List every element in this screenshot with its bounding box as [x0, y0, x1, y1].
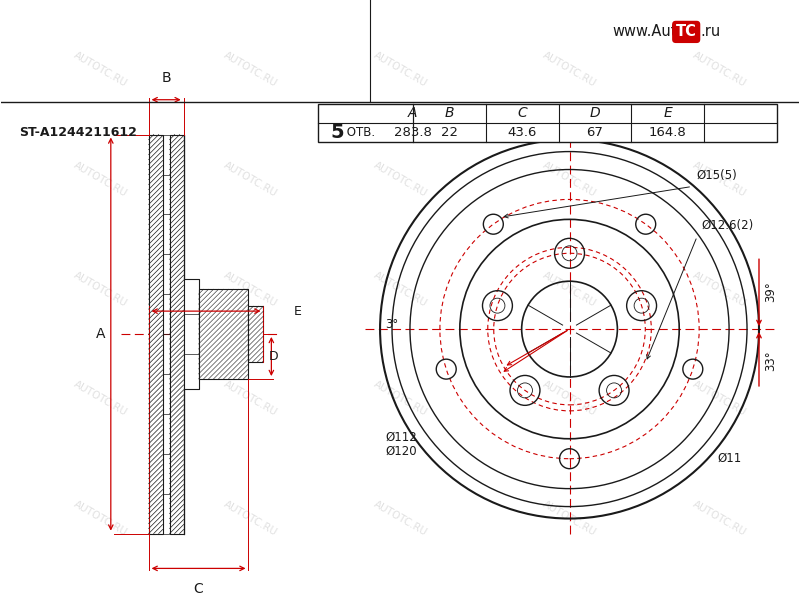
Text: AUTOTC.RU: AUTOTC.RU — [222, 380, 279, 418]
Text: 67: 67 — [586, 125, 603, 139]
Text: AUTOTC.RU: AUTOTC.RU — [541, 499, 598, 538]
Text: 33°: 33° — [764, 350, 777, 371]
Text: E: E — [663, 106, 672, 120]
Text: Ø120: Ø120 — [385, 445, 417, 458]
Text: AUTOTC.RU: AUTOTC.RU — [371, 380, 429, 418]
Text: ST-A1244211612: ST-A1244211612 — [19, 125, 137, 139]
Text: AUTOTC.RU: AUTOTC.RU — [72, 50, 130, 89]
Text: C: C — [518, 106, 527, 120]
Text: A: A — [96, 327, 106, 341]
Text: AUTOTC.RU: AUTOTC.RU — [690, 50, 748, 89]
Text: AUTOTC.RU: AUTOTC.RU — [541, 380, 598, 418]
Text: AUTOTC.RU: AUTOTC.RU — [371, 50, 429, 89]
Text: AUTOTC.RU: AUTOTC.RU — [222, 499, 279, 538]
Text: AUTOTC.RU: AUTOTC.RU — [222, 270, 279, 308]
Text: D: D — [268, 350, 278, 363]
Bar — [198, 289, 249, 379]
Text: Ø12.6(2): Ø12.6(2) — [701, 220, 754, 232]
Text: 22: 22 — [441, 125, 458, 139]
Text: AUTOTC.RU: AUTOTC.RU — [72, 380, 130, 418]
Text: 5: 5 — [330, 122, 344, 142]
Text: 3°: 3° — [385, 317, 398, 331]
Text: C: C — [194, 583, 203, 596]
Text: AUTOTC.RU: AUTOTC.RU — [541, 160, 598, 199]
Text: ОТВ.: ОТВ. — [343, 125, 375, 139]
Text: AUTOTC.RU: AUTOTC.RU — [541, 50, 598, 89]
Text: 39°: 39° — [764, 281, 777, 302]
Text: Ø11: Ø11 — [717, 452, 742, 465]
Text: 43.6: 43.6 — [507, 125, 537, 139]
Text: AUTOTC.RU: AUTOTC.RU — [72, 160, 130, 199]
Text: AUTOTC.RU: AUTOTC.RU — [690, 270, 748, 308]
Text: AUTOTC.RU: AUTOTC.RU — [541, 270, 598, 308]
Text: AUTOTC.RU: AUTOTC.RU — [222, 50, 279, 89]
Text: AUTOTC.RU: AUTOTC.RU — [222, 160, 279, 199]
Text: AUTOTC.RU: AUTOTC.RU — [690, 380, 748, 418]
Bar — [249, 306, 263, 362]
Text: AUTOTC.RU: AUTOTC.RU — [72, 270, 130, 308]
Text: B: B — [162, 71, 171, 85]
Text: AUTOTC.RU: AUTOTC.RU — [371, 499, 429, 538]
Text: AUTOTC.RU: AUTOTC.RU — [371, 160, 429, 199]
Text: E: E — [294, 305, 301, 317]
Text: D: D — [590, 106, 600, 120]
Text: .ru: .ru — [700, 25, 721, 40]
Bar — [170, 134, 184, 533]
Bar — [149, 134, 162, 533]
Text: AUTOTC.RU: AUTOTC.RU — [690, 160, 748, 199]
Text: 164.8: 164.8 — [649, 125, 686, 139]
Text: Ø112: Ø112 — [385, 430, 417, 443]
Bar — [318, 104, 777, 142]
Text: www.Auto: www.Auto — [613, 25, 686, 40]
Text: A: A — [408, 106, 418, 120]
Text: B: B — [445, 106, 454, 120]
Text: TC: TC — [676, 25, 697, 40]
Text: AUTOTC.RU: AUTOTC.RU — [72, 499, 130, 538]
Text: Ø15(5): Ø15(5) — [696, 169, 737, 182]
Text: AUTOTC.RU: AUTOTC.RU — [690, 499, 748, 538]
Text: 283.8: 283.8 — [394, 125, 432, 139]
Text: AUTOTC.RU: AUTOTC.RU — [371, 270, 429, 308]
Bar — [184, 279, 198, 389]
